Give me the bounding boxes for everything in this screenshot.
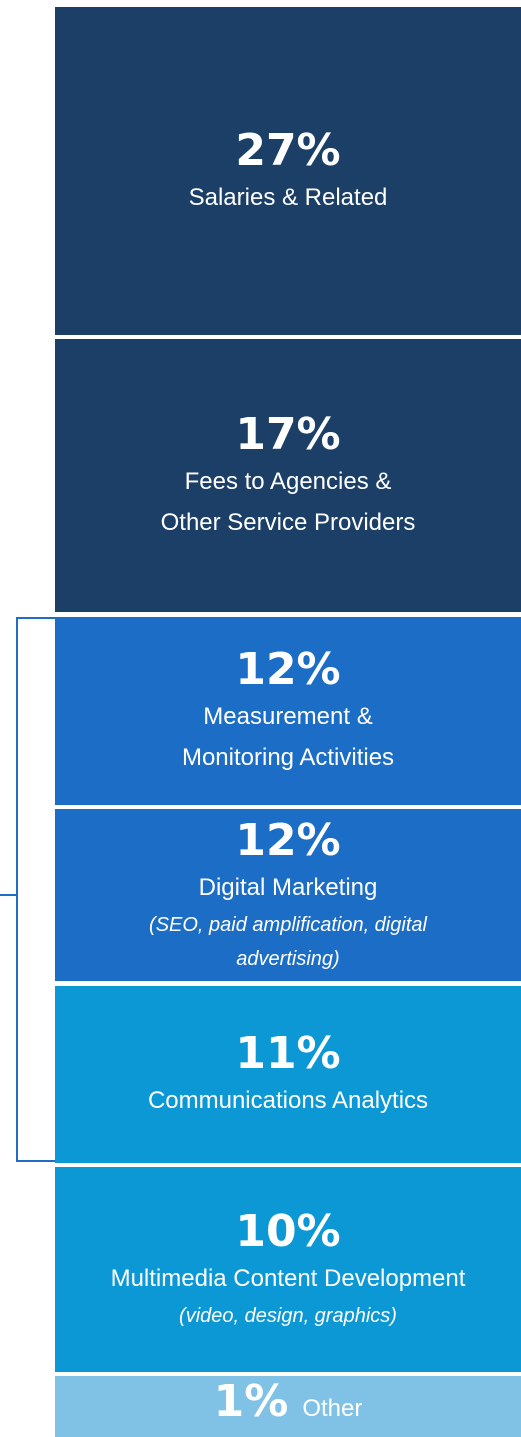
segment: 17% Fees to Agencies & Other Service Provi… — [55, 339, 521, 612]
segment-label: Multimedia Content Development — [110, 1265, 466, 1292]
segment-label: Salaries & Related — [188, 183, 388, 211]
segment: 1% Other — [55, 1376, 521, 1437]
segment-label: Monitoring Activities — [181, 744, 395, 771]
segment: 10% Multimedia Content Development (video,… — [55, 1167, 521, 1372]
segment-label: Digital Marketing — [198, 873, 378, 901]
bracket — [16, 617, 55, 1162]
segment-percent: 1% — [213, 1376, 289, 1427]
segment-percent: 12% — [235, 814, 341, 866]
segment: 27% Salaries & Related — [55, 7, 521, 335]
segment-label: Fees to Agencies & — [184, 467, 392, 495]
segment: 11% Communications Analytics — [55, 986, 521, 1163]
bracket-tick — [0, 894, 17, 896]
segment-percent: 10% — [235, 1206, 341, 1257]
segment-note: advertising) — [236, 947, 340, 970]
segment-percent: 17% — [235, 408, 341, 460]
segment-label: Other — [302, 1395, 363, 1422]
segment-percent: 27% — [235, 124, 341, 176]
segment-percent: 12% — [235, 644, 341, 695]
segment-note: (video, design, graphics) — [179, 1305, 397, 1327]
segment: 12% Digital Marketing (SEO, paid amplifica… — [55, 809, 521, 981]
segment-percent: 11% — [235, 1028, 341, 1079]
segment-label: Measurement & — [203, 703, 373, 730]
segment: 12% Measurement & Monitoring Activities — [55, 617, 521, 805]
segment-label: Communications Analytics — [147, 1087, 429, 1114]
segment-label: Other Service Providers — [160, 508, 416, 536]
segment-note: (SEO, paid amplification, digital — [149, 913, 427, 936]
